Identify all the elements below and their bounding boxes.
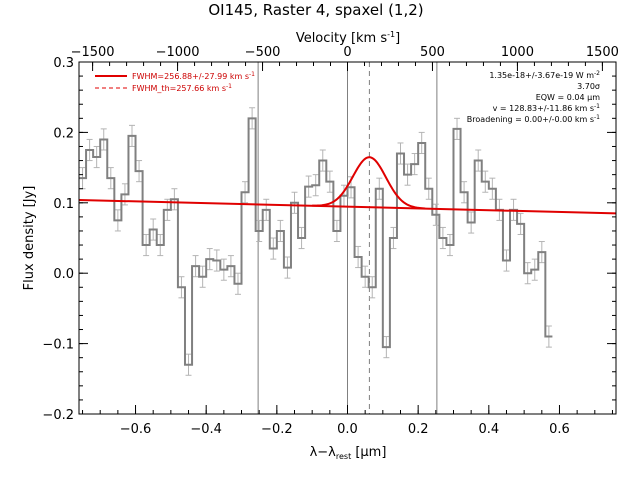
x-tick-label: 0.6: [549, 422, 570, 437]
top-tick-label: 1000: [501, 45, 534, 60]
x-tick-label: 0.2: [408, 422, 429, 437]
legend: FWHM=256.88+/-27.99 km s-1 FWHM_th=257.6…: [95, 71, 255, 93]
y-tick-label: 0.1: [53, 197, 74, 212]
fit-annotations: 1.35e-18+/-3.67e-19 W m-2 3.70σ EQW = 0.…: [467, 70, 600, 124]
y-tick-label: −0.2: [42, 408, 74, 423]
x-tick-label: −0.2: [261, 422, 293, 437]
annotation-eqw: EQW = 0.04 μm: [536, 93, 600, 102]
y-tick-label: −0.1: [42, 338, 74, 353]
top-axis-label: Velocity [km s-1]: [296, 30, 400, 46]
top-tick-label: 0: [343, 45, 351, 60]
x-tick-label: 0.0: [337, 422, 358, 437]
top-tick-label: −1500: [71, 45, 115, 60]
top-tick-label: 500: [420, 45, 445, 60]
y-tick-label: 0.3: [53, 56, 74, 71]
top-tick-label: 1500: [586, 45, 619, 60]
top-tick-label: −1000: [156, 45, 200, 60]
x-tick-label: 0.4: [478, 422, 499, 437]
continuum-fit-line: [78, 198, 617, 215]
y-tick-label: 0.0: [53, 267, 74, 282]
annotation-flux: 1.35e-18+/-3.67e-19 W m-2: [489, 70, 600, 80]
y-tick-label: 0.2: [53, 126, 74, 141]
annotation-sigma: 3.70σ: [577, 82, 600, 91]
legend-dashed-label: FWHM_th=257.66 km s-1: [132, 83, 232, 93]
spectrum-line: [79, 117, 553, 366]
x-tick-label: −0.4: [190, 422, 222, 437]
gaussian-fit-line: [312, 156, 426, 210]
x-axis-label: λ−λrest [μm]: [310, 445, 387, 461]
top-tick-label: −500: [245, 45, 281, 60]
chart-title: OI145, Raster 4, spaxel (1,2): [208, 1, 423, 19]
annotation-velocity: v = 128.83+/-11.86 km s-1: [493, 103, 601, 113]
x-tick-label: −0.6: [120, 422, 152, 437]
annotation-broadening: Broadening = 0.00+/-0.00 km s-1: [467, 114, 600, 124]
y-axis-label: Flux density [Jy]: [22, 186, 37, 291]
legend-solid-label: FWHM=256.88+/-27.99 km s-1: [132, 71, 255, 81]
